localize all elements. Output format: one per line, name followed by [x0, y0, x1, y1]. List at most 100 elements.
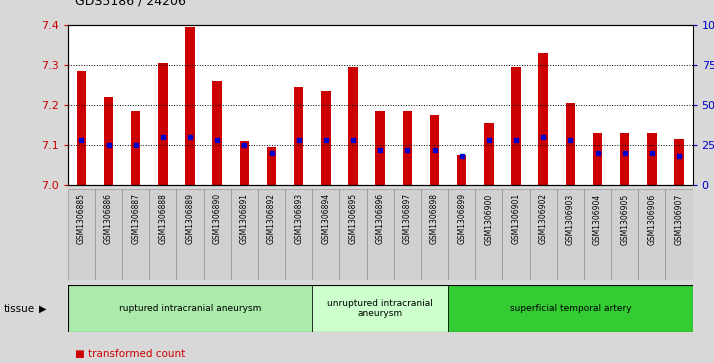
Bar: [484, 123, 493, 185]
Bar: [339, 25, 366, 185]
Bar: [149, 25, 176, 185]
FancyBboxPatch shape: [176, 189, 203, 280]
Bar: [285, 25, 312, 185]
FancyBboxPatch shape: [530, 189, 557, 280]
Bar: [511, 68, 521, 185]
Bar: [231, 25, 258, 185]
Text: GSM1306902: GSM1306902: [538, 193, 548, 244]
Bar: [267, 147, 276, 185]
Text: ■ transformed count: ■ transformed count: [75, 349, 185, 359]
Text: GSM1306900: GSM1306900: [484, 193, 493, 245]
Bar: [131, 111, 141, 185]
FancyBboxPatch shape: [503, 189, 530, 280]
Text: GSM1306890: GSM1306890: [213, 193, 222, 244]
Bar: [530, 25, 557, 185]
Bar: [186, 28, 195, 185]
Bar: [647, 133, 657, 185]
Text: GSM1306887: GSM1306887: [131, 193, 140, 244]
Bar: [674, 139, 684, 185]
Text: GSM1306895: GSM1306895: [348, 193, 358, 244]
FancyBboxPatch shape: [394, 189, 421, 280]
Bar: [348, 68, 358, 185]
Bar: [213, 81, 222, 185]
FancyBboxPatch shape: [638, 189, 665, 280]
FancyBboxPatch shape: [665, 189, 693, 280]
Bar: [557, 25, 584, 185]
Text: GSM1306904: GSM1306904: [593, 193, 602, 245]
Bar: [258, 25, 285, 185]
FancyBboxPatch shape: [68, 189, 95, 280]
Text: ▶: ▶: [39, 303, 47, 314]
FancyBboxPatch shape: [421, 189, 448, 280]
Bar: [76, 72, 86, 185]
FancyBboxPatch shape: [258, 189, 285, 280]
FancyBboxPatch shape: [476, 189, 503, 280]
Bar: [68, 25, 95, 185]
Bar: [312, 25, 339, 185]
Text: GSM1306907: GSM1306907: [675, 193, 683, 245]
FancyBboxPatch shape: [203, 189, 231, 280]
Bar: [95, 25, 122, 185]
Text: GSM1306903: GSM1306903: [566, 193, 575, 245]
Bar: [366, 25, 394, 185]
Bar: [638, 25, 665, 185]
Bar: [476, 25, 503, 185]
Text: GSM1306892: GSM1306892: [267, 193, 276, 244]
FancyBboxPatch shape: [448, 285, 693, 332]
Text: GSM1306897: GSM1306897: [403, 193, 412, 244]
Text: GSM1306886: GSM1306886: [104, 193, 113, 244]
Bar: [240, 141, 249, 185]
Bar: [122, 25, 149, 185]
Bar: [321, 91, 331, 185]
Text: GSM1306901: GSM1306901: [511, 193, 521, 244]
FancyBboxPatch shape: [231, 189, 258, 280]
FancyBboxPatch shape: [312, 285, 448, 332]
FancyBboxPatch shape: [122, 189, 149, 280]
FancyBboxPatch shape: [557, 189, 584, 280]
Bar: [104, 97, 114, 185]
Bar: [565, 103, 575, 185]
FancyBboxPatch shape: [312, 189, 339, 280]
Bar: [203, 25, 231, 185]
Text: GSM1306885: GSM1306885: [77, 193, 86, 244]
Text: GSM1306893: GSM1306893: [294, 193, 303, 244]
Text: unruptured intracranial
aneurysm: unruptured intracranial aneurysm: [327, 299, 433, 318]
FancyBboxPatch shape: [448, 189, 476, 280]
Bar: [457, 155, 466, 185]
Bar: [448, 25, 476, 185]
FancyBboxPatch shape: [584, 189, 611, 280]
FancyBboxPatch shape: [366, 189, 394, 280]
FancyBboxPatch shape: [149, 189, 176, 280]
FancyBboxPatch shape: [95, 189, 122, 280]
Bar: [538, 53, 548, 185]
Text: superficial temporal artery: superficial temporal artery: [510, 304, 631, 313]
Bar: [376, 111, 385, 185]
Bar: [294, 87, 303, 185]
Bar: [158, 64, 168, 185]
Text: GSM1306889: GSM1306889: [186, 193, 194, 244]
Text: ruptured intracranial aneurysm: ruptured intracranial aneurysm: [119, 304, 261, 313]
Bar: [593, 133, 603, 185]
FancyBboxPatch shape: [68, 285, 312, 332]
Bar: [430, 115, 439, 185]
Bar: [394, 25, 421, 185]
FancyBboxPatch shape: [285, 189, 312, 280]
Text: GSM1306899: GSM1306899: [457, 193, 466, 244]
Text: GSM1306896: GSM1306896: [376, 193, 385, 244]
FancyBboxPatch shape: [611, 189, 638, 280]
Text: GSM1306894: GSM1306894: [321, 193, 331, 244]
Text: tissue: tissue: [4, 303, 35, 314]
Text: GSM1306898: GSM1306898: [430, 193, 439, 244]
Text: GSM1306891: GSM1306891: [240, 193, 249, 244]
Text: GSM1306906: GSM1306906: [648, 193, 656, 245]
Bar: [503, 25, 530, 185]
Bar: [620, 133, 630, 185]
Bar: [421, 25, 448, 185]
Text: GSM1306888: GSM1306888: [159, 193, 167, 244]
Bar: [665, 25, 693, 185]
Bar: [403, 111, 412, 185]
FancyBboxPatch shape: [339, 189, 366, 280]
Text: GSM1306905: GSM1306905: [620, 193, 629, 245]
Text: GDS5186 / 24206: GDS5186 / 24206: [75, 0, 186, 7]
Bar: [584, 25, 611, 185]
